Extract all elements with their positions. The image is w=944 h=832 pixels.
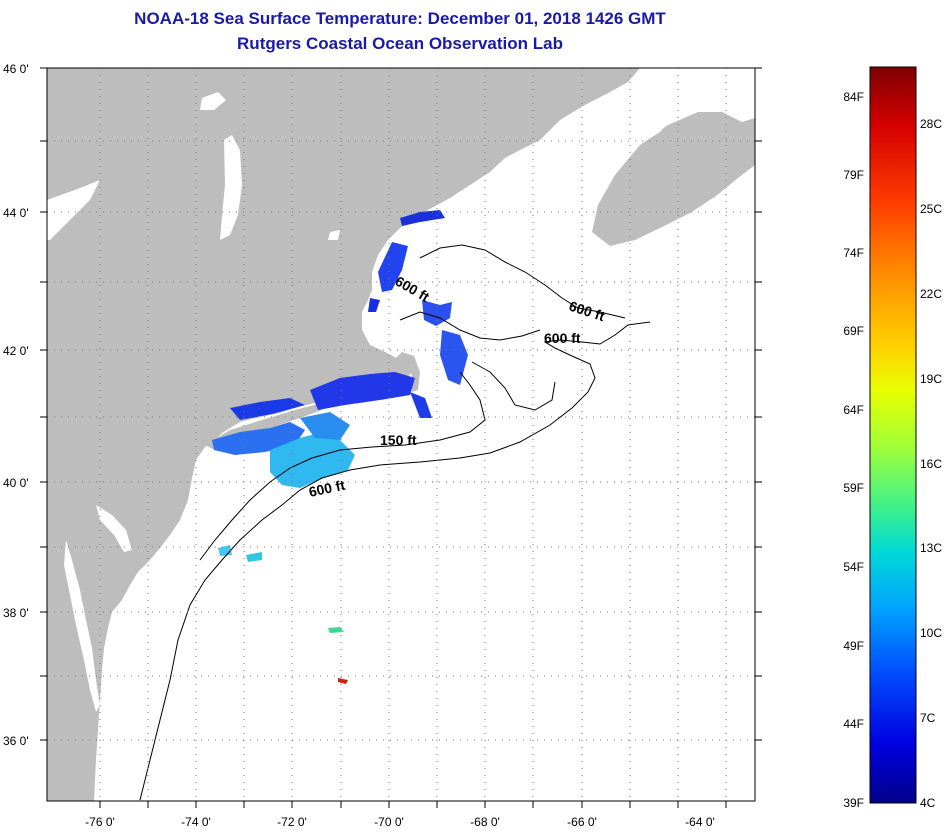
land-group bbox=[47, 68, 755, 801]
lon-label: -76 0' bbox=[85, 815, 115, 829]
lake bbox=[328, 230, 340, 240]
lake bbox=[220, 135, 242, 240]
sst-patch-offshore-2 bbox=[246, 552, 262, 562]
sst-patch-shelf-blue bbox=[300, 412, 350, 440]
lat-label: 44 0' bbox=[3, 206, 29, 220]
map-subtitle: Rutgers Coastal Ocean Observation Lab bbox=[237, 34, 563, 53]
sst-patch-gulfstream-green bbox=[328, 627, 344, 633]
colorbar-f-label: 74F bbox=[843, 246, 864, 260]
chesapeake-bay bbox=[64, 540, 100, 712]
colorbar-c-label: 19C bbox=[920, 372, 942, 386]
colorbar-f-label: 84F bbox=[843, 90, 864, 104]
sst-patch-shelf-cyan bbox=[270, 430, 355, 488]
colorbar-c-label: 22C bbox=[920, 287, 942, 301]
sst-patch-southern-new-england bbox=[310, 372, 415, 410]
delaware-bay bbox=[96, 505, 132, 552]
sst-patch-coast-maine bbox=[400, 210, 445, 226]
colorbar-c-label: 4C bbox=[920, 796, 936, 810]
colorbar-c-label: 7C bbox=[920, 711, 936, 725]
colorbar-c-label: 16C bbox=[920, 457, 942, 471]
colorbar-f-label: 49F bbox=[843, 639, 864, 653]
colorbar-f-label: 64F bbox=[843, 403, 864, 417]
lon-label: -72 0' bbox=[277, 815, 307, 829]
lat-label: 42 0' bbox=[3, 344, 29, 358]
lon-label: -74 0' bbox=[181, 815, 211, 829]
sst-data bbox=[212, 210, 468, 684]
colorbar-f-label: 39F bbox=[843, 796, 864, 810]
colorbar-c-label: 10C bbox=[920, 626, 942, 640]
colorbar-f-label: 44F bbox=[843, 717, 864, 731]
sst-patch-nantucket bbox=[410, 392, 432, 418]
lon-label: -68 0' bbox=[470, 815, 500, 829]
lake bbox=[200, 92, 226, 110]
contour-gulf-of-maine bbox=[419, 244, 626, 319]
colorbar-f-label: 59F bbox=[843, 481, 864, 495]
lat-label: 38 0' bbox=[3, 606, 29, 620]
contour-gulf-of-maine-2 bbox=[399, 311, 541, 341]
map-frame bbox=[46, 67, 756, 802]
sst-patch-gulfstream-red bbox=[338, 678, 348, 684]
map-ticks bbox=[40, 67, 762, 808]
contour-georges bbox=[471, 361, 556, 411]
temperature-colorbar: 84F 79F 74F 69F 64F 59F 54F 49F 44F 39F … bbox=[843, 66, 942, 810]
land-nova-scotia bbox=[592, 112, 755, 246]
colorbar-c-label: 13C bbox=[920, 541, 942, 555]
map-title: NOAA-18 Sea Surface Temperature: Decembe… bbox=[134, 9, 666, 28]
contour-label: 600 ft bbox=[307, 477, 346, 500]
lat-label: 36 0' bbox=[3, 734, 29, 748]
lat-label: 40 0' bbox=[3, 476, 29, 490]
colorbar-gradient bbox=[869, 66, 917, 804]
sst-patch-li-sound bbox=[230, 398, 305, 420]
lat-label: 46 0' bbox=[3, 62, 29, 76]
colorbar-f-label: 79F bbox=[843, 168, 864, 182]
sst-map: 46 0' 44 0' 42 0' 40 0' 38 0' 36 0' -76 … bbox=[3, 62, 762, 829]
colorbar-c-label: 28C bbox=[920, 117, 942, 131]
colorbar-f-label: 54F bbox=[843, 560, 864, 574]
lake bbox=[47, 180, 100, 240]
sst-patch-gulf-of-maine-west bbox=[368, 298, 380, 312]
lon-label: -64 0' bbox=[685, 815, 715, 829]
contour-label: 600 ft bbox=[544, 330, 581, 346]
sst-patch-georges-west bbox=[440, 330, 468, 385]
bathymetry-contours bbox=[139, 244, 651, 801]
lon-label: -66 0' bbox=[567, 815, 597, 829]
land-mainland bbox=[47, 68, 640, 801]
colorbar-c-label: 25C bbox=[920, 202, 942, 216]
lon-label: -70 0' bbox=[374, 815, 404, 829]
contour-150ft bbox=[199, 371, 486, 561]
sst-patch-gulf-of-maine-north bbox=[378, 242, 408, 292]
colorbar-f-label: 69F bbox=[843, 324, 864, 338]
contour-label: 150 ft bbox=[380, 432, 417, 448]
bay-of-fundy bbox=[560, 120, 670, 220]
contour-600ft bbox=[139, 321, 651, 801]
